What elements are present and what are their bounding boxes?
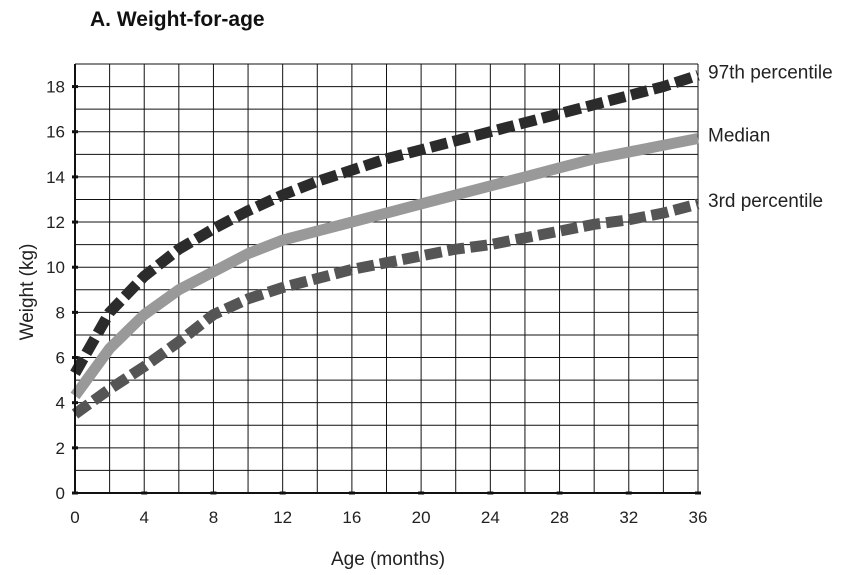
y-tick-label: 16 bbox=[46, 123, 65, 142]
x-tick-label: 28 bbox=[550, 508, 569, 527]
x-tick-label: 16 bbox=[342, 508, 361, 527]
chart-series: 97th percentile Median 3rd percentile bbox=[70, 62, 833, 419]
x-axis-label: Age (months) bbox=[331, 549, 445, 570]
y-tick-label: 10 bbox=[46, 258, 65, 277]
x-tick-label: 12 bbox=[273, 508, 292, 527]
y-tick-label: 8 bbox=[56, 303, 65, 322]
x-tick-label: 20 bbox=[412, 508, 431, 527]
series-line-3rd-percentile bbox=[71, 198, 700, 419]
y-tick-label: 4 bbox=[56, 394, 65, 413]
y-tick-label: 18 bbox=[46, 78, 65, 97]
chart-grid bbox=[74, 63, 699, 494]
series-label-median: Median bbox=[708, 126, 770, 147]
series-label-97th-percentile: 97th percentile bbox=[708, 62, 833, 83]
y-axis-label: Weight (kg) bbox=[17, 244, 38, 341]
x-tick-label: 0 bbox=[70, 508, 79, 527]
y-tick-label: 6 bbox=[56, 349, 65, 368]
x-tick-label: 32 bbox=[619, 508, 638, 527]
y-tick-label: 12 bbox=[46, 213, 65, 232]
series-line-median bbox=[70, 133, 700, 400]
x-tick-label: 24 bbox=[481, 508, 500, 527]
series-label-3rd-percentile: 3rd percentile bbox=[708, 191, 823, 212]
y-tick-label: 2 bbox=[56, 439, 65, 458]
y-tick-label: 14 bbox=[46, 168, 65, 187]
x-tick-label: 36 bbox=[689, 508, 708, 527]
x-tick-label: 4 bbox=[139, 508, 148, 527]
chart-title: A. Weight-for-age bbox=[90, 8, 265, 31]
x-tick-label: 8 bbox=[209, 508, 218, 527]
y-tick-label: 0 bbox=[56, 484, 65, 503]
series-line-97th-percentile bbox=[70, 70, 700, 377]
